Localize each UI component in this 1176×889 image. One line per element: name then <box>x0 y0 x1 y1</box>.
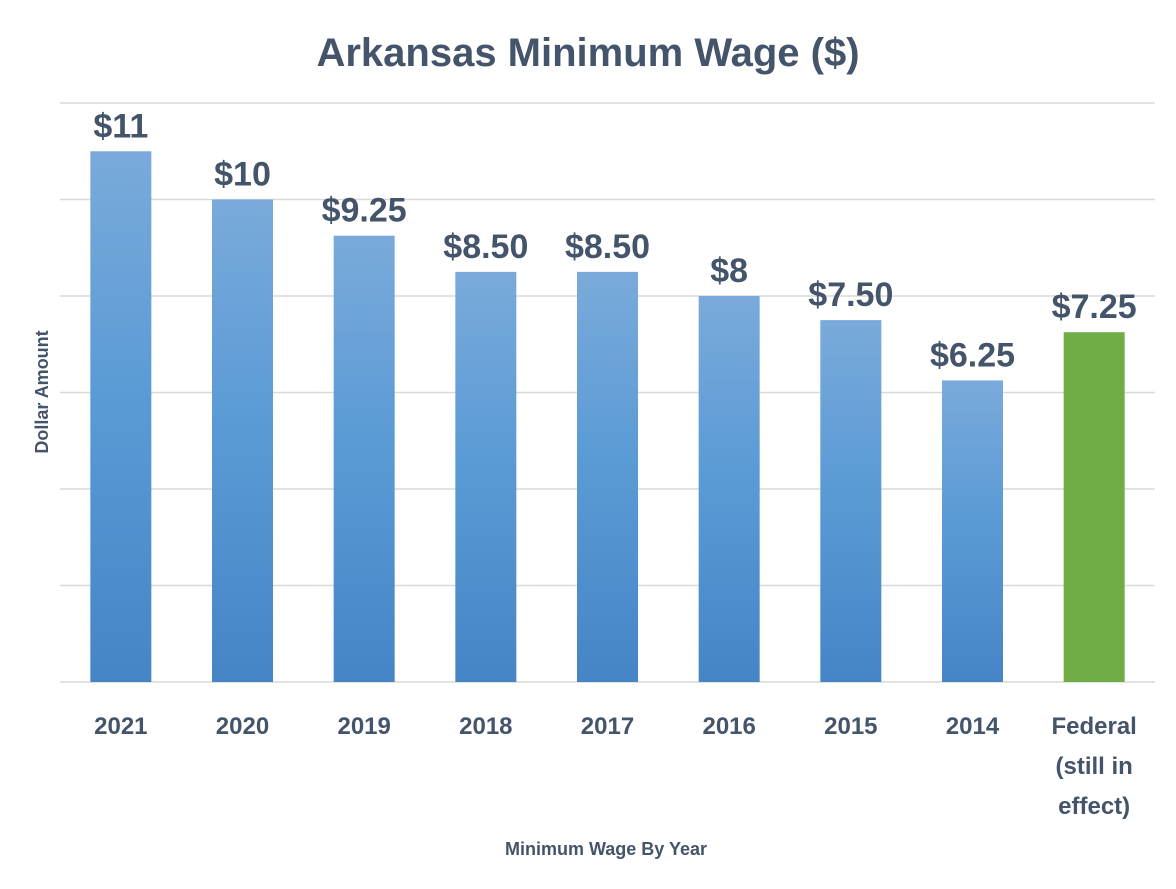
data-label: $8 <box>710 252 748 290</box>
data-label: $6.25 <box>930 336 1015 374</box>
x-tick-label: 2015 <box>824 713 877 740</box>
bar-2020 <box>212 199 273 682</box>
x-tick-label: 2017 <box>581 713 634 740</box>
x-tick-label: 2020 <box>216 713 269 740</box>
data-label: $7.25 <box>1052 288 1137 326</box>
data-labels: $11 $10 $9.25 $8.50 $8.50 $8 $7.50 $6.25 $7.25 <box>93 107 1136 374</box>
x-axis-tick-labels: 2021 2020 2019 2018 2017 2016 2015 2014 Federal(… <box>94 713 1137 820</box>
bar-2018 <box>455 271 517 682</box>
x-tick-label: 2019 <box>337 713 390 740</box>
data-label: $11 <box>93 107 148 145</box>
bar-2021 <box>90 151 152 682</box>
data-label: $9.25 <box>322 192 407 230</box>
x-tick-label: 2014 <box>946 713 1000 740</box>
y-axis-title: Dollar Amount <box>32 330 52 453</box>
data-label: $8.50 <box>565 228 650 266</box>
bar-2015 <box>820 320 882 682</box>
bar-2017 <box>577 271 638 682</box>
x-tick-label: 2016 <box>702 713 755 740</box>
x-axis-title: Minimum Wage By Year <box>505 839 707 859</box>
data-label: $7.50 <box>808 276 893 314</box>
x-tick-label: Federal (still in effect) <box>1051 713 1136 820</box>
chart-title: Arkansas Minimum Wage ($) <box>316 31 859 75</box>
x-tick-label: 2018 <box>459 713 512 740</box>
bar-2019 <box>333 235 395 682</box>
data-label: $10 <box>214 156 271 194</box>
bars <box>90 151 1125 682</box>
bar-2016 <box>698 296 760 682</box>
data-label: $8.50 <box>443 228 528 266</box>
bar-2014 <box>942 380 1003 682</box>
x-tick-label: 2021 <box>94 713 147 740</box>
bar-federal <box>1063 332 1125 682</box>
